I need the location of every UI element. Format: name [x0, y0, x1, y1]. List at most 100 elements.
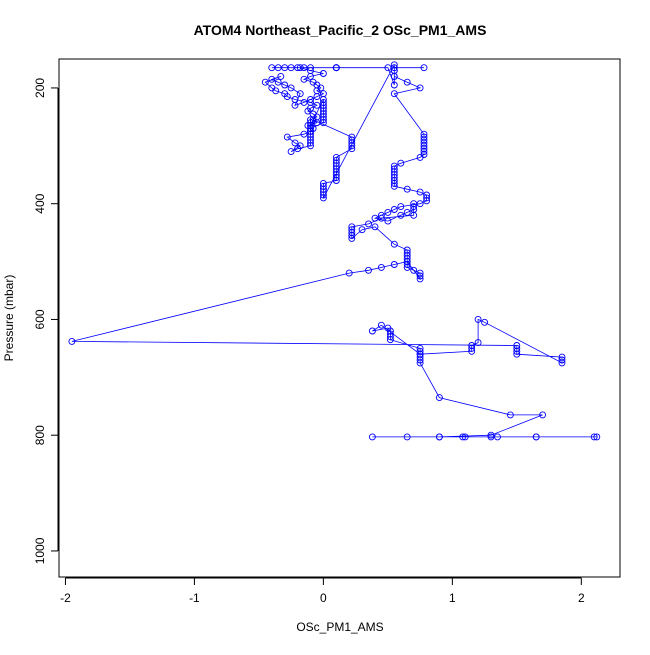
data-point — [386, 336, 394, 344]
data-point — [403, 261, 411, 268]
data-point — [365, 266, 372, 274]
data-point — [319, 194, 327, 202]
y-tick-label: 400 — [33, 193, 47, 213]
data-point — [283, 133, 291, 141]
data-point — [281, 81, 289, 89]
data-point — [390, 90, 398, 98]
data-point — [539, 411, 547, 419]
data-point — [487, 433, 495, 441]
y-tick-label: 200 — [33, 78, 47, 98]
data-point — [304, 122, 312, 130]
data-point — [384, 64, 392, 72]
data-point — [304, 107, 312, 115]
data-point — [435, 394, 443, 402]
data-point — [277, 72, 285, 80]
data-point — [410, 200, 418, 208]
data-point — [291, 96, 299, 103]
data-point — [403, 433, 411, 441]
data-point — [390, 240, 398, 248]
data-point — [300, 75, 308, 83]
data-point — [319, 70, 327, 77]
data-point — [390, 206, 398, 213]
x-tick-label: 1 — [449, 591, 456, 605]
data-point — [416, 359, 424, 367]
data-point — [513, 350, 521, 358]
data-point — [481, 318, 489, 326]
data-point — [416, 84, 424, 92]
data-point — [532, 433, 540, 441]
data-point — [348, 234, 356, 242]
data-point — [403, 208, 411, 216]
data-point — [332, 174, 340, 182]
data-point — [300, 130, 308, 138]
data-point — [416, 356, 424, 364]
data-point — [390, 182, 398, 190]
data-point — [313, 93, 321, 101]
data-point — [468, 344, 476, 352]
x-axis: -2 -1 0 1 2 — [60, 577, 585, 605]
data-point — [348, 232, 356, 239]
data-point — [261, 78, 269, 86]
data-point — [410, 211, 418, 219]
data-point — [368, 433, 376, 441]
data-point — [377, 321, 385, 329]
data-point — [319, 119, 327, 127]
x-tick-label: -1 — [189, 591, 200, 605]
data-point — [309, 116, 317, 124]
data-point — [474, 315, 482, 323]
data-point — [468, 347, 476, 355]
chart-title: ATOM4 Northeast_Pacific_2 OSc_PM1_AMS — [194, 22, 487, 38]
data-point — [307, 142, 314, 150]
plot-frame — [58, 58, 621, 578]
data-point — [474, 339, 482, 347]
series-line-0 — [71, 64, 597, 438]
data-point — [384, 208, 392, 216]
data-point — [390, 261, 398, 268]
data-point — [272, 87, 280, 95]
data-point — [377, 214, 385, 222]
x-axis-label: OSc_PM1_AMS — [296, 620, 383, 634]
x-tick-label: 2 — [578, 591, 585, 605]
data-point — [371, 223, 379, 231]
data-point — [296, 142, 304, 150]
data-point — [397, 211, 405, 219]
data-point — [593, 433, 601, 441]
data-point — [365, 220, 372, 228]
data-point — [368, 327, 376, 335]
data-point — [420, 64, 428, 72]
data-point — [307, 64, 314, 72]
data-point — [274, 78, 282, 86]
data-point — [410, 203, 418, 211]
data-point — [358, 226, 366, 234]
series-layer — [68, 61, 601, 441]
data-point — [283, 93, 291, 101]
data-point — [390, 81, 398, 89]
data-point — [416, 188, 424, 196]
data-point — [332, 64, 340, 72]
data-point — [296, 64, 304, 72]
data-point — [410, 266, 418, 274]
data-point — [494, 433, 501, 441]
y-axis: 200 400 600 800 1000 — [33, 78, 59, 564]
data-point — [294, 64, 302, 72]
y-axis-label: Pressure (mbar) — [2, 275, 16, 362]
data-point — [403, 185, 411, 193]
data-point — [281, 64, 289, 72]
data-point — [390, 72, 398, 80]
data-point — [377, 263, 385, 271]
data-point — [390, 179, 398, 187]
data-point — [416, 153, 424, 161]
data-point — [332, 177, 340, 184]
data-point — [68, 337, 76, 345]
y-tick-label: 800 — [33, 425, 47, 445]
data-point — [420, 148, 428, 156]
data-point — [313, 101, 321, 109]
data-point — [300, 98, 308, 106]
data-point — [296, 90, 304, 98]
data-point — [386, 333, 394, 341]
data-point — [377, 211, 385, 219]
data-point — [558, 359, 566, 367]
data-point — [423, 197, 431, 205]
data-point — [268, 75, 276, 83]
